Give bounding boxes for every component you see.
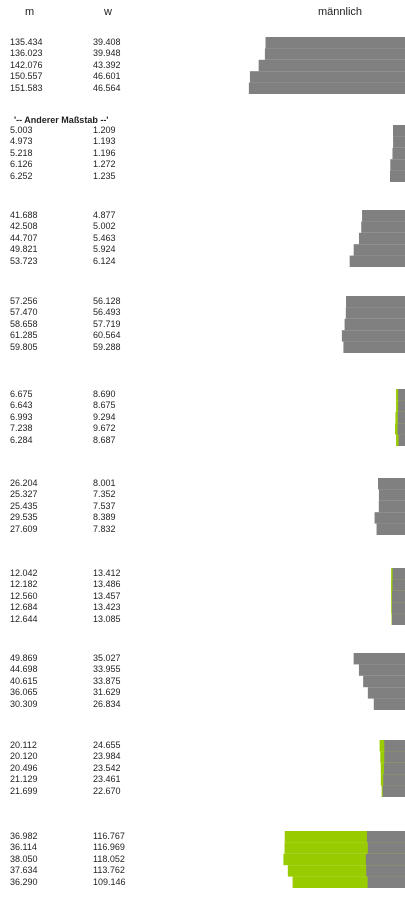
bar-male: [343, 342, 405, 353]
bar-male: [367, 831, 405, 842]
bar-male: [354, 244, 405, 255]
bar-male: [392, 148, 405, 159]
bar-male: [379, 501, 405, 512]
bar-male: [383, 774, 405, 785]
bar-male: [354, 653, 405, 664]
bar-male: [393, 136, 405, 147]
bar-male: [383, 786, 405, 797]
bar-male: [398, 423, 405, 434]
bar-male: [250, 71, 405, 82]
bar-male: [266, 37, 405, 48]
bar-male: [392, 614, 405, 625]
bar-male: [359, 233, 405, 244]
bar-male: [346, 307, 405, 318]
bar-male: [361, 221, 405, 232]
bar-male: [368, 687, 405, 698]
bar-male: [265, 48, 405, 59]
bar-male: [375, 512, 405, 523]
bar-male: [384, 763, 405, 774]
bar-male: [379, 489, 405, 500]
bar-male: [378, 478, 405, 489]
bar-male: [249, 83, 405, 94]
bar-male: [392, 591, 405, 602]
bar-male: [350, 256, 405, 267]
bar-male: [393, 125, 405, 136]
bar-male: [362, 210, 405, 221]
bar-male: [398, 400, 405, 411]
bar-male: [392, 602, 405, 613]
bar-male: [368, 842, 405, 853]
bar-male: [345, 319, 405, 330]
bar-male: [384, 740, 405, 751]
bar-male: [398, 412, 405, 423]
bar-male: [346, 296, 405, 307]
bar-male: [366, 865, 405, 876]
bar-male: [398, 389, 405, 400]
bar-male: [363, 676, 405, 687]
bar-male: [342, 330, 405, 341]
bar-male: [368, 877, 405, 888]
bar-male: [390, 171, 405, 182]
bar-male: [359, 664, 405, 675]
bar-male: [384, 751, 405, 762]
bar-male: [366, 854, 405, 865]
bar-male: [393, 568, 405, 579]
bar-male: [259, 60, 405, 71]
bar-male: [399, 435, 405, 446]
bar-male: [374, 699, 405, 710]
bar-male: [390, 159, 405, 170]
bar-male: [377, 524, 405, 535]
bar-male: [392, 579, 405, 590]
